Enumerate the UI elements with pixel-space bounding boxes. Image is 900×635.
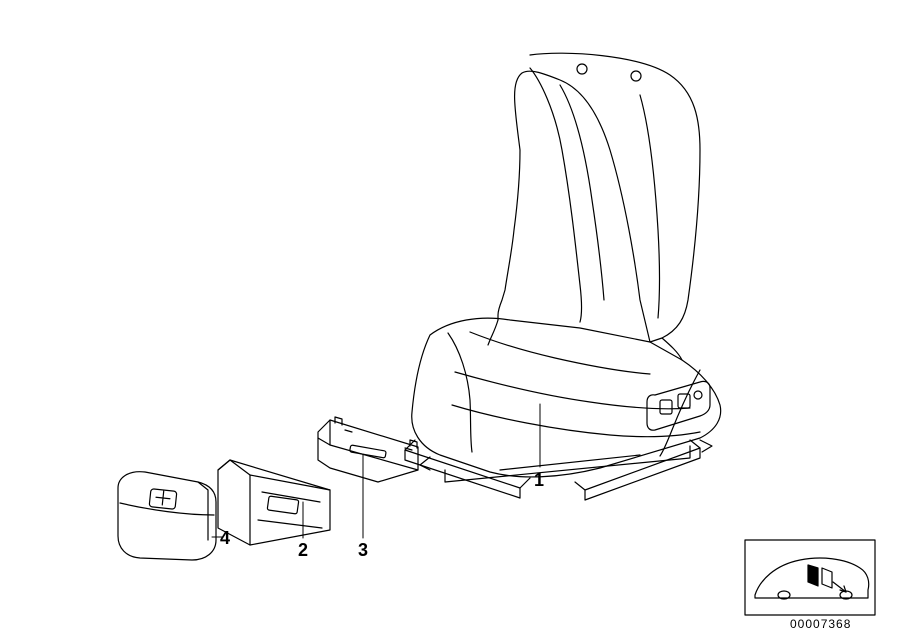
callout-4: 4	[220, 528, 230, 549]
part-3-bracket	[318, 417, 418, 482]
diagram-id-label: 00007368	[790, 617, 851, 631]
seat-assembly	[405, 53, 721, 500]
leader-lines	[212, 404, 540, 538]
diagram-svg	[0, 0, 900, 635]
callout-1: 1	[534, 470, 544, 491]
callout-3: 3	[358, 540, 368, 561]
inset-thumbnail	[745, 540, 875, 615]
part-4-pouch	[118, 472, 216, 560]
part-2-module	[218, 460, 330, 545]
cross-icon	[149, 489, 177, 510]
seat-rails	[405, 440, 712, 500]
seat-switch-panel	[647, 381, 710, 430]
diagram-canvas: 1 2 3 4 00007368	[0, 0, 900, 635]
callout-2: 2	[298, 540, 308, 561]
